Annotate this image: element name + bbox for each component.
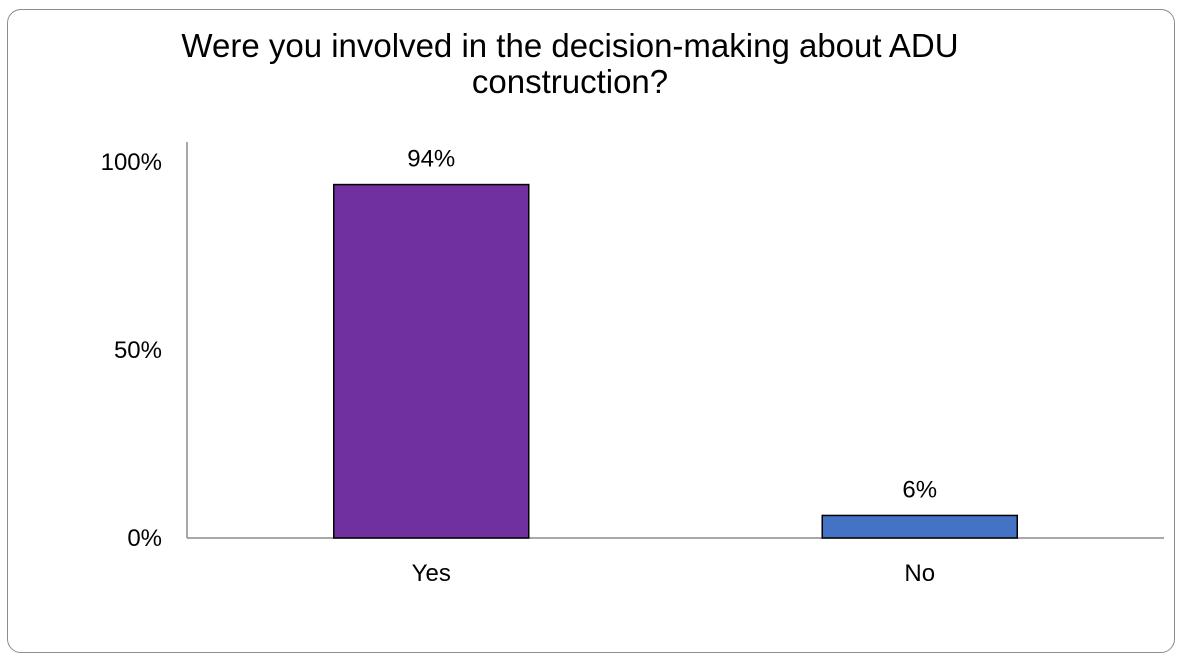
data-label: 94% <box>407 146 455 173</box>
chart-title: Were you involved in the decision-making… <box>181 27 959 100</box>
bar-no <box>821 514 1018 539</box>
chart-frame <box>7 9 1175 653</box>
bar-yes <box>333 183 530 539</box>
data-label: 6% <box>902 476 937 503</box>
y-tick-label: 50% <box>114 337 162 364</box>
y-tick-label: 0% <box>127 525 162 552</box>
x-tick-label: No <box>904 560 935 587</box>
y-tick-label: 100% <box>101 149 162 176</box>
x-tick-label: Yes <box>412 560 451 587</box>
